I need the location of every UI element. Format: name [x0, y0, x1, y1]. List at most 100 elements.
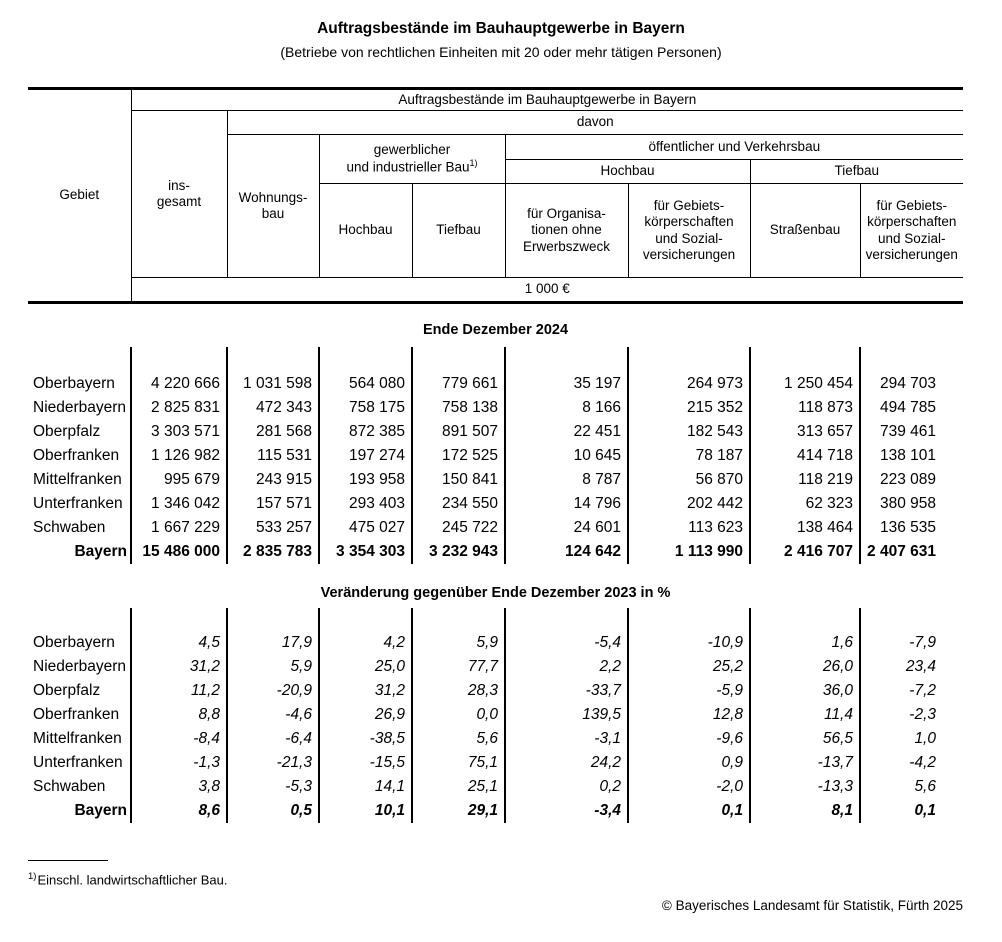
header-cell-davon: davon — [226, 110, 964, 135]
spacer-row — [28, 608, 963, 631]
value-cell: -13,7 — [750, 751, 861, 775]
table-row: Schwaben 3,8 -5,3 14,1 25,1 0,2 -2,0 -13,3 5,6 — [28, 775, 963, 799]
value-cell: 8,1 — [750, 799, 861, 823]
data-table-dezember-2024: Oberbayern 4 220 666 1 031 598 564 080 779 6… — [28, 347, 963, 564]
region-label: Unterfranken — [28, 751, 132, 775]
value-cell: 115 531 — [227, 444, 320, 468]
value-cell: 157 571 — [227, 492, 320, 516]
spacer-cell — [227, 608, 320, 631]
table-row: Bayern 15 486 000 2 835 783 3 354 303 3 232 … — [28, 540, 963, 564]
value-cell: -3,4 — [505, 799, 629, 823]
value-cell: 77,7 — [412, 655, 506, 679]
header-cell-gewerblicher-bau: gewerblicher und industrieller Bau1) — [318, 134, 506, 184]
value-cell: 8 166 — [505, 396, 629, 420]
spacer-cell — [28, 608, 132, 631]
value-cell: 26,0 — [750, 655, 861, 679]
value-cell: 0,1 — [628, 799, 751, 823]
page-subtitle: (Betriebe von rechtlichen Einheiten mit … — [280, 44, 722, 60]
header-cell-oeff-hochbau: Hochbau — [504, 159, 751, 184]
table-row: Oberbayern 4 220 666 1 031 598 564 080 779 6… — [28, 372, 963, 396]
table-row: Oberfranken 1 126 982 115 531 197 274 172 52… — [28, 444, 963, 468]
region-label: Niederbayern — [28, 655, 132, 679]
value-cell: 17,9 — [227, 631, 320, 655]
value-cell: 26,9 — [319, 703, 413, 727]
value-cell: -10,9 — [628, 631, 751, 655]
value-cell: 3 232 943 — [412, 540, 506, 564]
value-cell: -2,0 — [628, 775, 751, 799]
table-row: Niederbayern 2 825 831 472 343 758 175 758 1… — [28, 396, 963, 420]
value-cell: -15,5 — [319, 751, 413, 775]
value-cell: -2,3 — [909, 706, 936, 723]
value-cell: 313 657 — [750, 420, 861, 444]
header-cell-gew-tiefbau: Tiefbau — [411, 183, 506, 278]
table-row: Bayern 8,6 0,5 10,1 29,1 -3,4 0,1 8,1 0,1 — [28, 799, 963, 823]
spacer-cell — [505, 347, 629, 372]
region-label: Schwaben — [28, 775, 132, 799]
value-cell: 35 197 — [505, 372, 629, 396]
value-cell: -5,3 — [227, 775, 320, 799]
value-cell: 150 841 — [412, 468, 506, 492]
header-cell-organisationen: für Organisa- tionen ohne Erwerbszweck — [504, 183, 629, 278]
value-cell: -9,6 — [628, 727, 751, 751]
table-header: Gebiet Auftragsbestände im Bauhauptgewer… — [27, 87, 964, 304]
value-cell: 8,6 — [131, 799, 228, 823]
value-cell: 3 354 303 — [319, 540, 413, 564]
region-label: Oberpfalz — [28, 420, 132, 444]
spacer-cell — [628, 347, 751, 372]
value-cell: 31,2 — [131, 655, 228, 679]
region-label: Schwaben — [28, 516, 132, 540]
table-row: Unterfranken 1 346 042 157 571 293 403 234 5… — [28, 492, 963, 516]
value-cell: 28,3 — [412, 679, 506, 703]
value-cell: 243 915 — [227, 468, 320, 492]
region-label: Bayern — [28, 540, 132, 564]
value-cell: 56,5 — [750, 727, 861, 751]
value-cell: -38,5 — [319, 727, 413, 751]
value-cell: -5,9 — [628, 679, 751, 703]
region-label: Oberfranken — [28, 444, 132, 468]
value-cell: 14 796 — [505, 492, 629, 516]
value-cell: 264 973 — [628, 372, 751, 396]
table-row: Unterfranken -1,3 -21,3 -15,5 75,1 24,2 0,9 -13… — [28, 751, 963, 775]
value-cell: 136 535 — [879, 519, 936, 536]
value-cell: -7,2 — [909, 682, 936, 699]
value-cell: 75,1 — [412, 751, 506, 775]
value-cell: 113 623 — [628, 516, 751, 540]
footnote-divider — [28, 860, 108, 861]
value-cell: 202 442 — [628, 492, 751, 516]
region-label: Niederbayern — [28, 396, 132, 420]
value-cell: 193 958 — [319, 468, 413, 492]
value-cell: 215 352 — [628, 396, 751, 420]
value-cell: 12,8 — [628, 703, 751, 727]
table-row: Mittelfranken -8,4 -6,4 -38,5 5,6 -3,1 -9,6 56,… — [28, 727, 963, 751]
header-cell-span-title: Auftragsbestände im Bauhauptgewerbe in B… — [130, 88, 964, 111]
value-cell: 0,2 — [505, 775, 629, 799]
spacer-cell — [505, 608, 629, 631]
value-cell: 23,4 — [905, 658, 936, 675]
value-cell: 25,0 — [319, 655, 413, 679]
value-cell: 1 250 454 — [750, 372, 861, 396]
spacer-cell — [412, 608, 506, 631]
spacer-cell — [628, 608, 751, 631]
value-cell: 2 825 831 — [131, 396, 228, 420]
spacer-cell — [28, 347, 132, 372]
value-cell: 4,5 — [131, 631, 228, 655]
value-cell: 223 089 — [879, 471, 936, 488]
footnote: 1)Einschl. landwirtschaftlicher Bau. — [28, 871, 227, 887]
value-cell: 172 525 — [412, 444, 506, 468]
spacer-cell — [131, 347, 228, 372]
region-label: Mittelfranken — [28, 727, 132, 751]
header-cell-gebiet: Gebiet — [27, 88, 132, 303]
value-cell: 1 346 042 — [131, 492, 228, 516]
value-cell: 24,2 — [505, 751, 629, 775]
value-cell: 2 407 631 — [867, 543, 936, 560]
value-cell: 293 403 — [319, 492, 413, 516]
value-cell: 11,2 — [131, 679, 228, 703]
value-cell: 245 722 — [412, 516, 506, 540]
value-cell: 118 219 — [750, 468, 861, 492]
table-row: Schwaben 1 667 229 533 257 475 027 245 722 24… — [28, 516, 963, 540]
value-cell: 5,6 — [914, 778, 936, 795]
value-cell: 0,9 — [628, 751, 751, 775]
value-cell: 414 718 — [750, 444, 861, 468]
value-cell: 294 703 — [879, 375, 936, 392]
